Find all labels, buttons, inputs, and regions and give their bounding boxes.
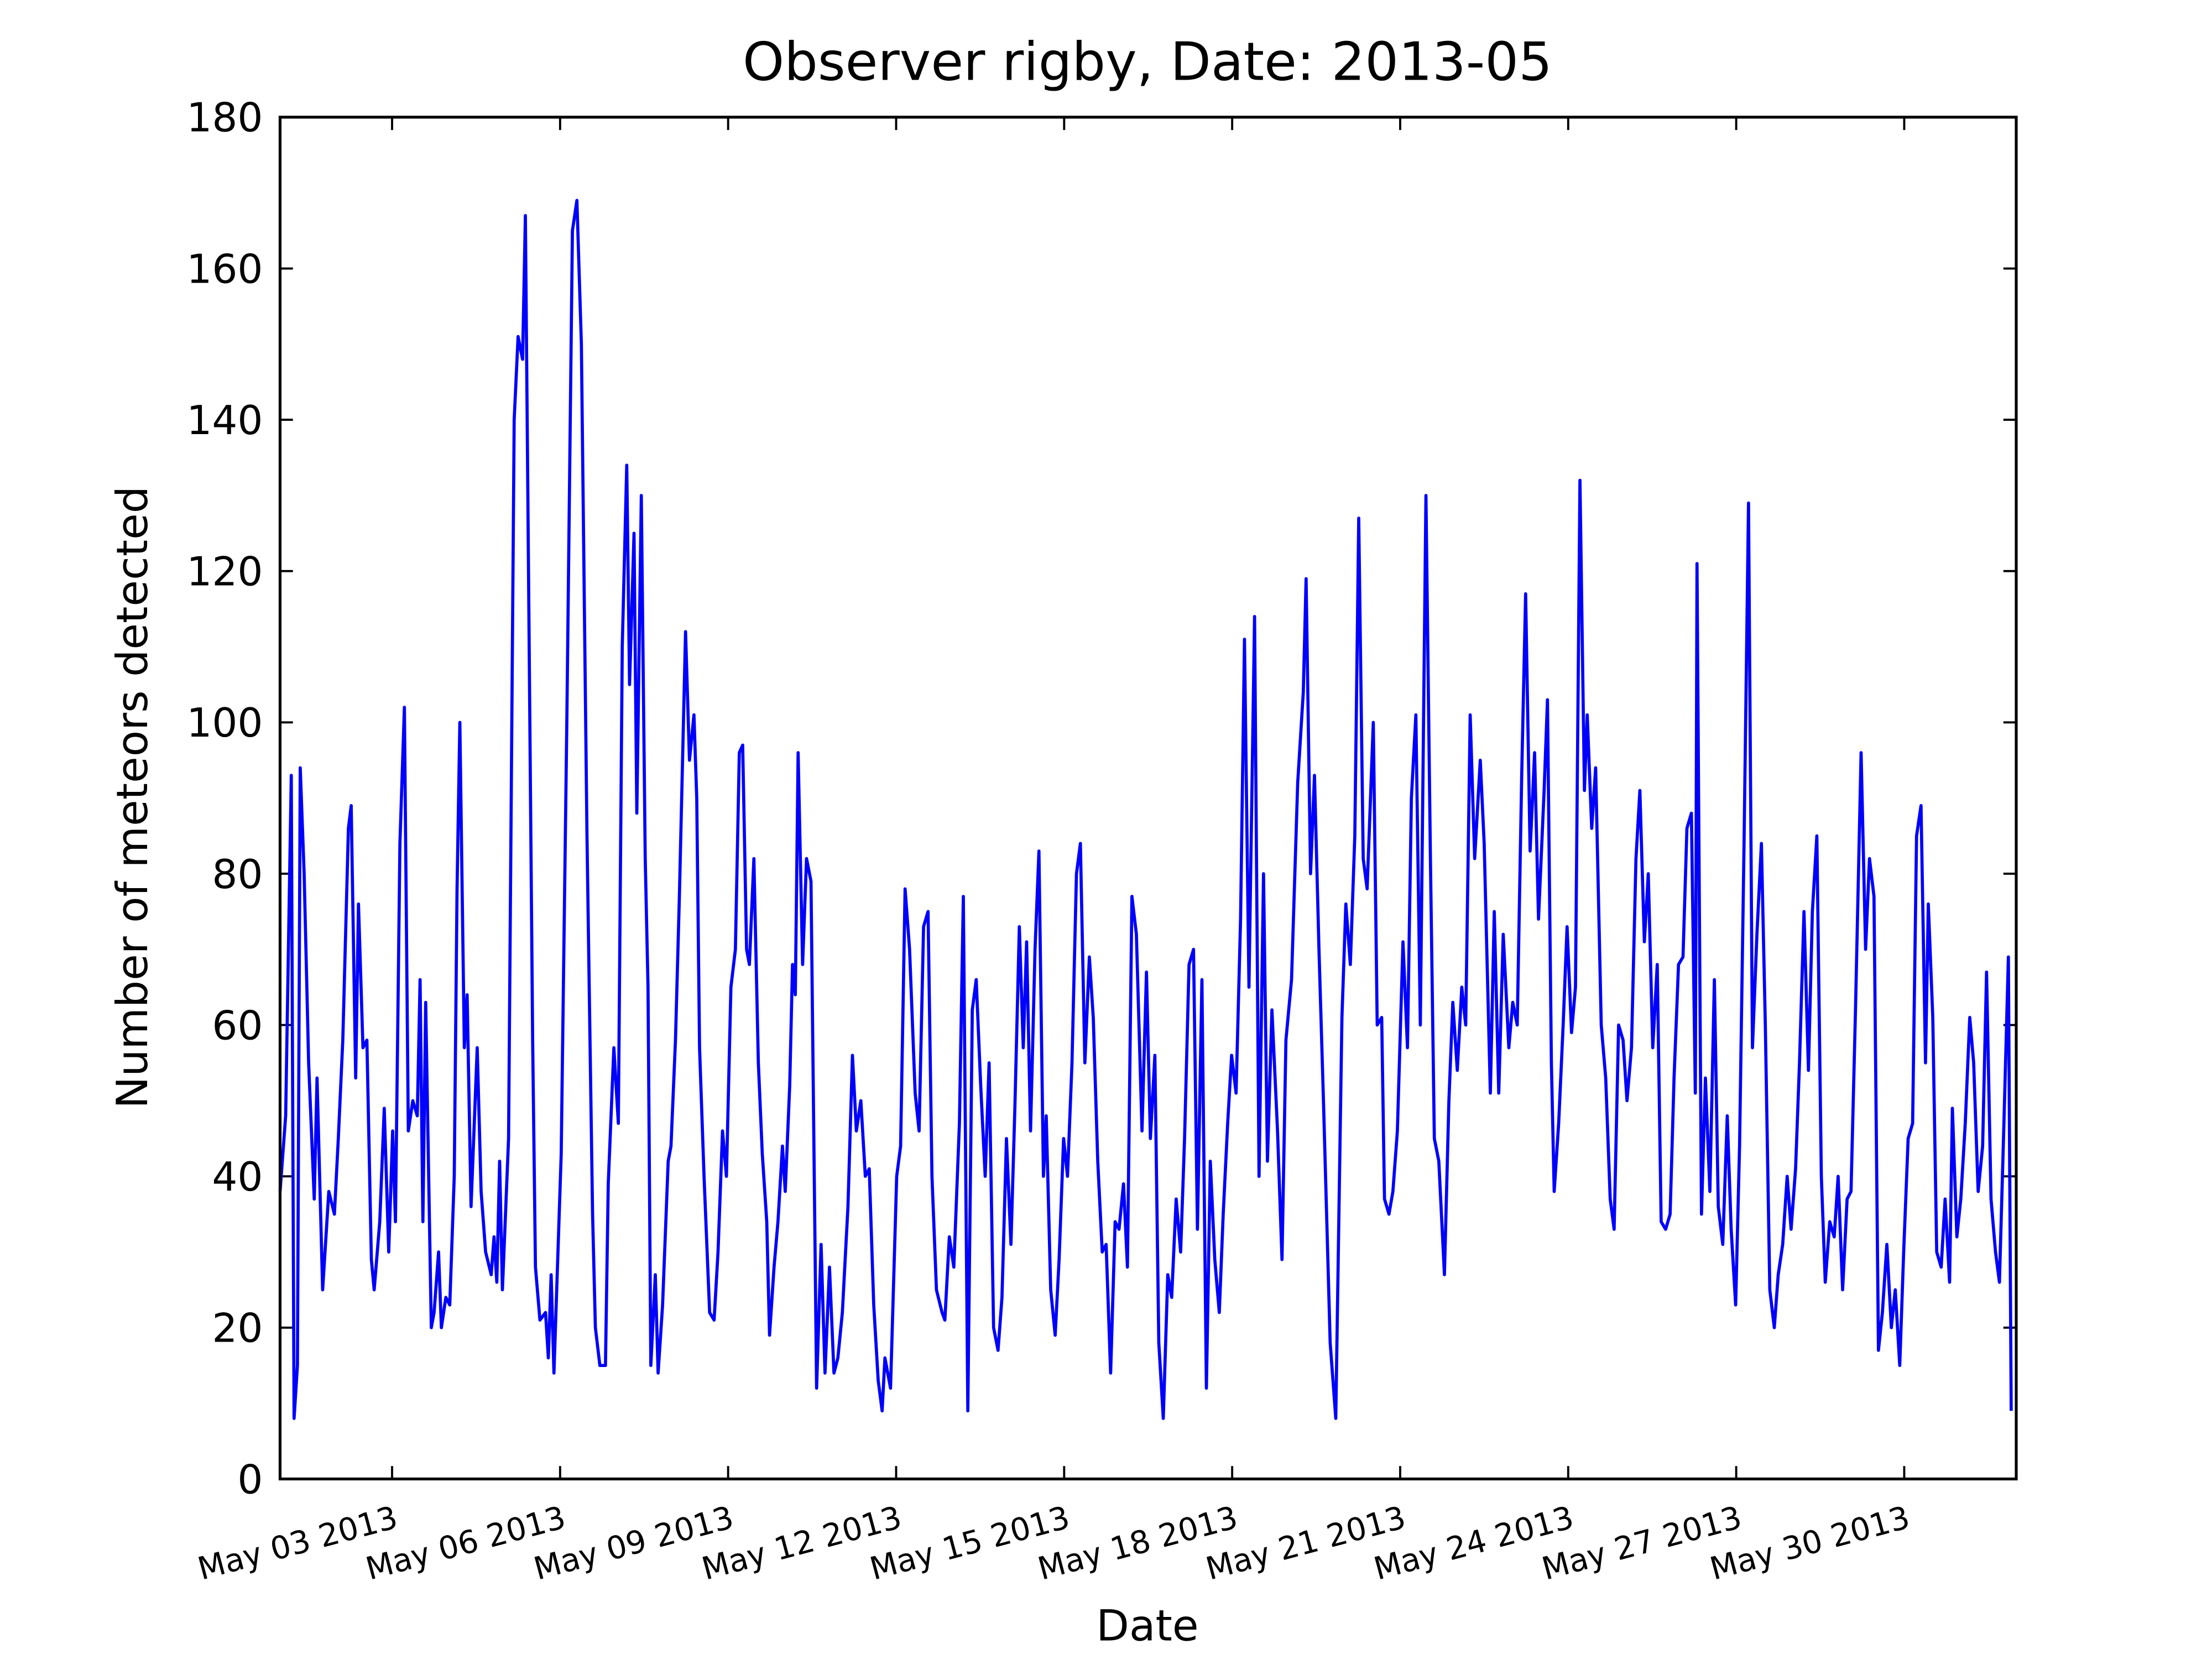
y-tick-label: 40 <box>212 1154 263 1201</box>
y-tick-label: 140 <box>186 398 263 444</box>
plot-frame <box>278 116 2018 1481</box>
y-tick-label: 120 <box>186 549 263 596</box>
y-tick-label: 100 <box>186 700 263 747</box>
y-tick-label: 0 <box>237 1457 263 1503</box>
y-tick-label: 160 <box>186 246 263 293</box>
y-tick-label: 80 <box>212 852 263 898</box>
chart-title: Observer rigby, Date: 2013-05 <box>743 31 1552 93</box>
y-tick-label: 180 <box>186 95 263 142</box>
y-axis-label: Number of meteors detected <box>108 486 158 1109</box>
data-line <box>278 199 2013 1420</box>
y-tick-label: 20 <box>212 1306 263 1352</box>
x-axis-label: Date <box>1096 1601 1198 1651</box>
y-tick-label: 60 <box>212 1003 263 1049</box>
